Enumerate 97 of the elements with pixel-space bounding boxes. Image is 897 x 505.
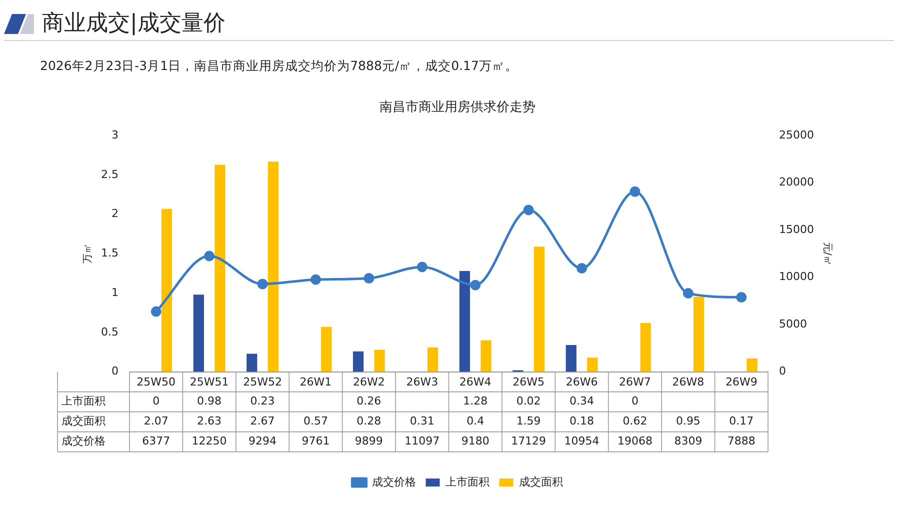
x-tick-label: 25W50	[136, 375, 176, 388]
x-tick-label: 26W2	[353, 375, 385, 388]
data-label: 0	[152, 394, 160, 408]
y2-tick-label: 25000	[779, 128, 814, 142]
x-tick-label: 25W52	[243, 375, 282, 388]
bar	[246, 354, 258, 372]
data-label: 9899	[354, 434, 383, 448]
point	[150, 306, 162, 317]
y-tick-label: 3	[111, 128, 118, 142]
y-axis-title: 万㎡	[82, 244, 94, 264]
y2-tick-label: 15000	[779, 222, 814, 236]
data-label: 0.18	[570, 414, 594, 428]
y-tick-label: 1.5	[100, 246, 118, 260]
point	[576, 263, 588, 274]
x-tick-label: 26W5	[512, 375, 544, 388]
text: 成交价格	[61, 434, 106, 448]
bar	[566, 345, 576, 372]
point	[416, 262, 428, 272]
legend-label: 成交面积	[518, 475, 563, 488]
y-tick-label: 2	[111, 207, 118, 220]
data-label: 0.02	[516, 394, 541, 408]
y-tick-label: 1	[111, 286, 118, 299]
data-label: 17129	[511, 434, 546, 448]
bar	[480, 340, 492, 372]
point	[310, 274, 321, 285]
legend-label: 上市面积	[445, 475, 490, 488]
data-label: 2.07	[144, 414, 168, 428]
data-label: 11097	[404, 434, 440, 448]
data-label: 9761	[302, 434, 330, 448]
data-label: 10954	[564, 434, 600, 448]
data-label: 9294	[248, 434, 277, 448]
data-label: 2.67	[250, 414, 275, 428]
data-label: 0.62	[622, 414, 648, 428]
text: 上市面积	[61, 394, 106, 408]
data-label: 8309	[674, 434, 702, 448]
bar	[534, 246, 545, 372]
bar	[161, 208, 172, 372]
bar	[268, 162, 278, 372]
data-label: 0.57	[303, 414, 328, 428]
bar	[427, 347, 438, 372]
bar	[374, 350, 385, 372]
x-tick-label: 26W9	[725, 375, 758, 388]
data-label: 0.26	[356, 394, 382, 408]
data-label: 0.98	[197, 394, 222, 408]
point	[257, 278, 268, 290]
point	[523, 204, 534, 216]
data-label: 7888	[727, 434, 756, 448]
bar	[214, 164, 226, 372]
y-tick-label: 2.5	[100, 168, 118, 181]
y-tick-label: 0	[111, 364, 118, 378]
text: 商业成交|成交量价	[42, 10, 226, 38]
data-label: 19068	[617, 434, 652, 448]
bar	[352, 351, 364, 372]
y2-tick-label: 10000	[779, 270, 814, 284]
data-label: 0.28	[356, 414, 382, 428]
data-label: 0.23	[250, 394, 275, 408]
x-tick-label: 25W51	[190, 375, 229, 388]
point	[736, 292, 747, 303]
legend-label: 成交价格	[372, 475, 416, 488]
y2-tick-label: 0	[779, 364, 786, 378]
data-label: 0.34	[570, 394, 594, 408]
point	[682, 288, 694, 299]
data-label: 12250	[192, 434, 227, 448]
x-tick-label: 26W8	[672, 375, 704, 388]
bar	[694, 297, 704, 372]
data-label: 0.17	[729, 414, 754, 428]
y-tick-label: 0.5	[100, 325, 118, 338]
bar	[640, 322, 651, 372]
text: 2026年2月23日-3月1日，南昌市商业用房成交均价为7888元/㎡，成交0.17万㎡。	[40, 58, 518, 75]
data-label: 2.63	[197, 414, 222, 428]
point	[364, 273, 374, 284]
bar	[193, 294, 204, 372]
x-tick-label: 26W4	[459, 375, 492, 388]
point	[204, 250, 215, 262]
data-label: 0.4	[466, 414, 484, 428]
data-label: 0	[631, 394, 638, 408]
data-label: 0.95	[676, 414, 700, 428]
bar	[746, 358, 758, 372]
text: 成交面积	[61, 414, 106, 428]
data-label: 1.59	[516, 414, 541, 428]
chart-title: 南昌市商业用房供求价走势	[380, 99, 536, 116]
data-label: 6377	[142, 434, 170, 448]
y2-tick-label: 20000	[779, 176, 814, 189]
bar	[459, 271, 470, 372]
bar	[587, 358, 598, 372]
point	[470, 280, 481, 290]
x-tick-label: 26W6	[566, 375, 598, 388]
data-label: 9180	[461, 434, 490, 448]
x-tick-label: 26W7	[619, 375, 651, 388]
bar	[321, 326, 332, 372]
y2-axis-title: 元/㎡	[821, 242, 832, 266]
point	[630, 186, 640, 197]
data-label: 0.31	[410, 414, 434, 428]
x-tick-label: 26W1	[300, 375, 332, 388]
y2-tick-label: 5000	[779, 317, 808, 330]
x-tick-label: 26W3	[406, 375, 438, 388]
data-label: 1.28	[463, 394, 488, 408]
